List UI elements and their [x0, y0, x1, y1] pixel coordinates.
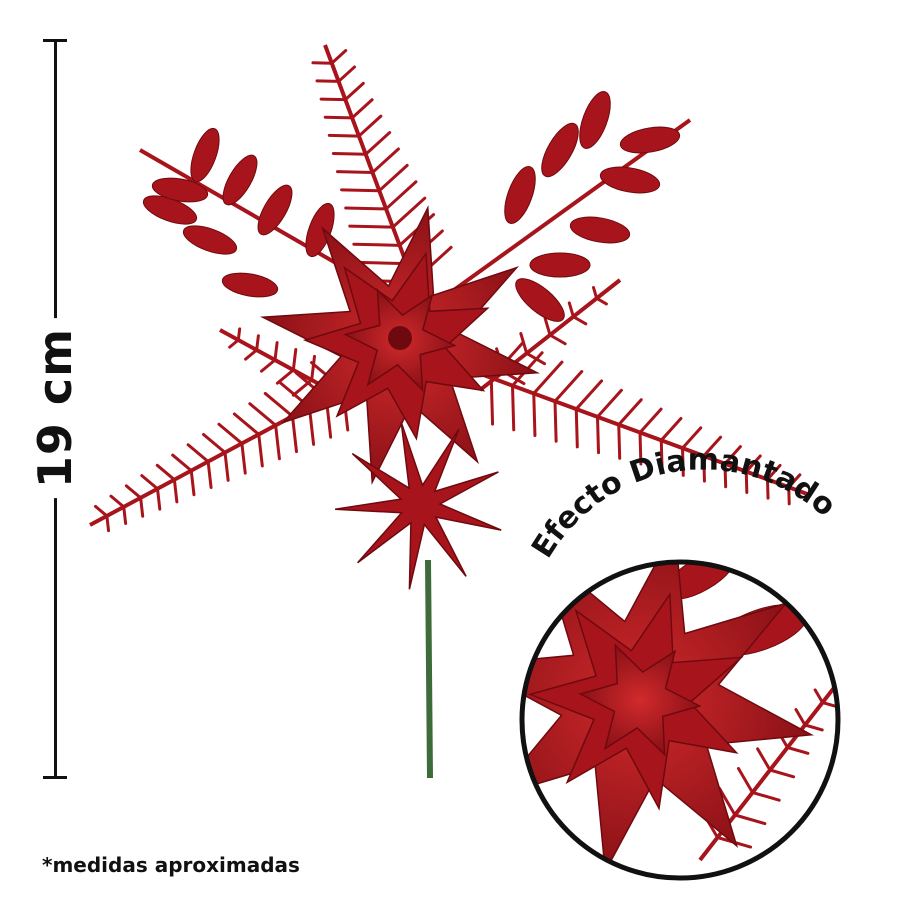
detail-zoom-circle	[519, 559, 841, 881]
lower-flower	[334, 421, 502, 590]
dimension-tick-bottom	[43, 776, 67, 779]
height-label: 19 cm	[28, 317, 82, 499]
leaves	[139, 91, 692, 322]
detail-zoom-label: Efecto Diamantado	[525, 443, 842, 565]
dimension-tick-top	[43, 39, 67, 42]
stem	[425, 559, 433, 779]
detail-zoom-image	[522, 562, 838, 878]
footnote: *medidas aproximadas	[42, 853, 300, 877]
poinsettia-flower	[259, 204, 541, 486]
